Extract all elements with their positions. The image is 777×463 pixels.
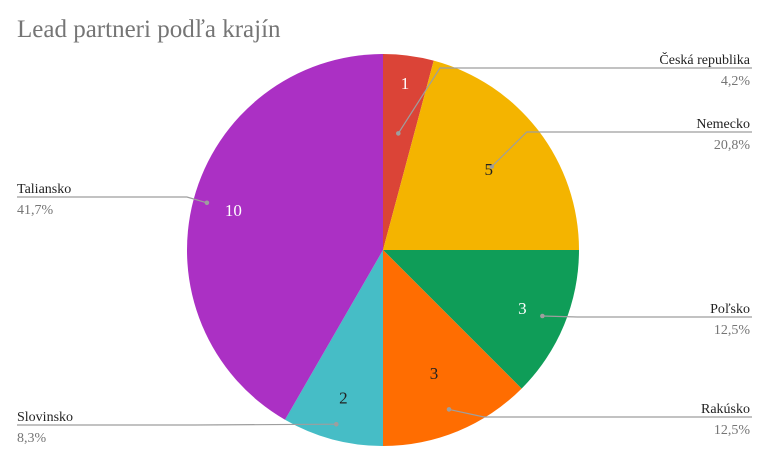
slice-label-slovinsko: Slovinsko: [17, 410, 73, 425]
leader-line-slovinsko: [17, 423, 337, 426]
leader-line-rakusko: [448, 408, 752, 418]
pie-slice-slovinsko: [285, 250, 383, 446]
slice-label-nemecko: Nemecko: [696, 117, 750, 132]
slice-values: 1 5 3 3 2 10: [225, 74, 527, 408]
slice-label-ceska-republika: Česká republika: [659, 51, 750, 68]
leader-dot-slovinsko: [334, 421, 339, 427]
slice-percent-polsko: 12,5%: [714, 323, 751, 338]
leader-line-ceska-republika: [397, 67, 752, 134]
leader-line-nemecko: [491, 131, 752, 167]
slice-label-rakusko: Rakúsko: [701, 402, 750, 417]
leader-line-polsko: [542, 315, 752, 318]
chart-title: Lead partneri podľa krajín: [17, 16, 281, 43]
slice-labels: Česká republika 4,2% Nemecko 20,8% Poľsko 12,…: [17, 51, 751, 446]
pie-slices: [187, 54, 579, 446]
slice-value-slovinsko: 2: [339, 389, 348, 408]
slice-value-ceska-republika: 1: [401, 74, 410, 93]
leader-line-taliansko: [17, 196, 208, 204]
slice-value-taliansko: 10: [225, 201, 242, 220]
slice-label-taliansko: Taliansko: [17, 182, 71, 197]
leader-dot-polsko: [540, 313, 545, 319]
leader-dot-taliansko: [204, 200, 210, 206]
slice-percent-taliansko: 41,7%: [17, 203, 54, 218]
leader-dot-ceska-republika: [396, 131, 401, 136]
slice-label-polsko: Poľsko: [710, 302, 750, 317]
leader-lines: [17, 67, 752, 427]
leader-dot-rakusko: [446, 407, 452, 412]
pie-slice-polsko: [383, 250, 579, 389]
slice-value-rakusko: 3: [430, 364, 439, 383]
slice-percent-slovinsko: 8,3%: [17, 431, 47, 446]
pie-slice-rakusko: [383, 250, 522, 446]
pie-slice-nemecko: [383, 60, 579, 251]
slice-value-polsko: 3: [518, 299, 527, 318]
slice-percent-nemecko: 20,8%: [714, 138, 751, 153]
pie-slice-ceska-republika: [383, 54, 434, 250]
slice-percent-ceska-republika: 4,2%: [721, 74, 751, 89]
leader-dot-nemecko: [489, 164, 495, 169]
slice-value-nemecko: 5: [484, 160, 493, 179]
pie-slice-taliansko: [187, 54, 383, 420]
slice-percent-rakusko: 12,5%: [714, 423, 751, 438]
